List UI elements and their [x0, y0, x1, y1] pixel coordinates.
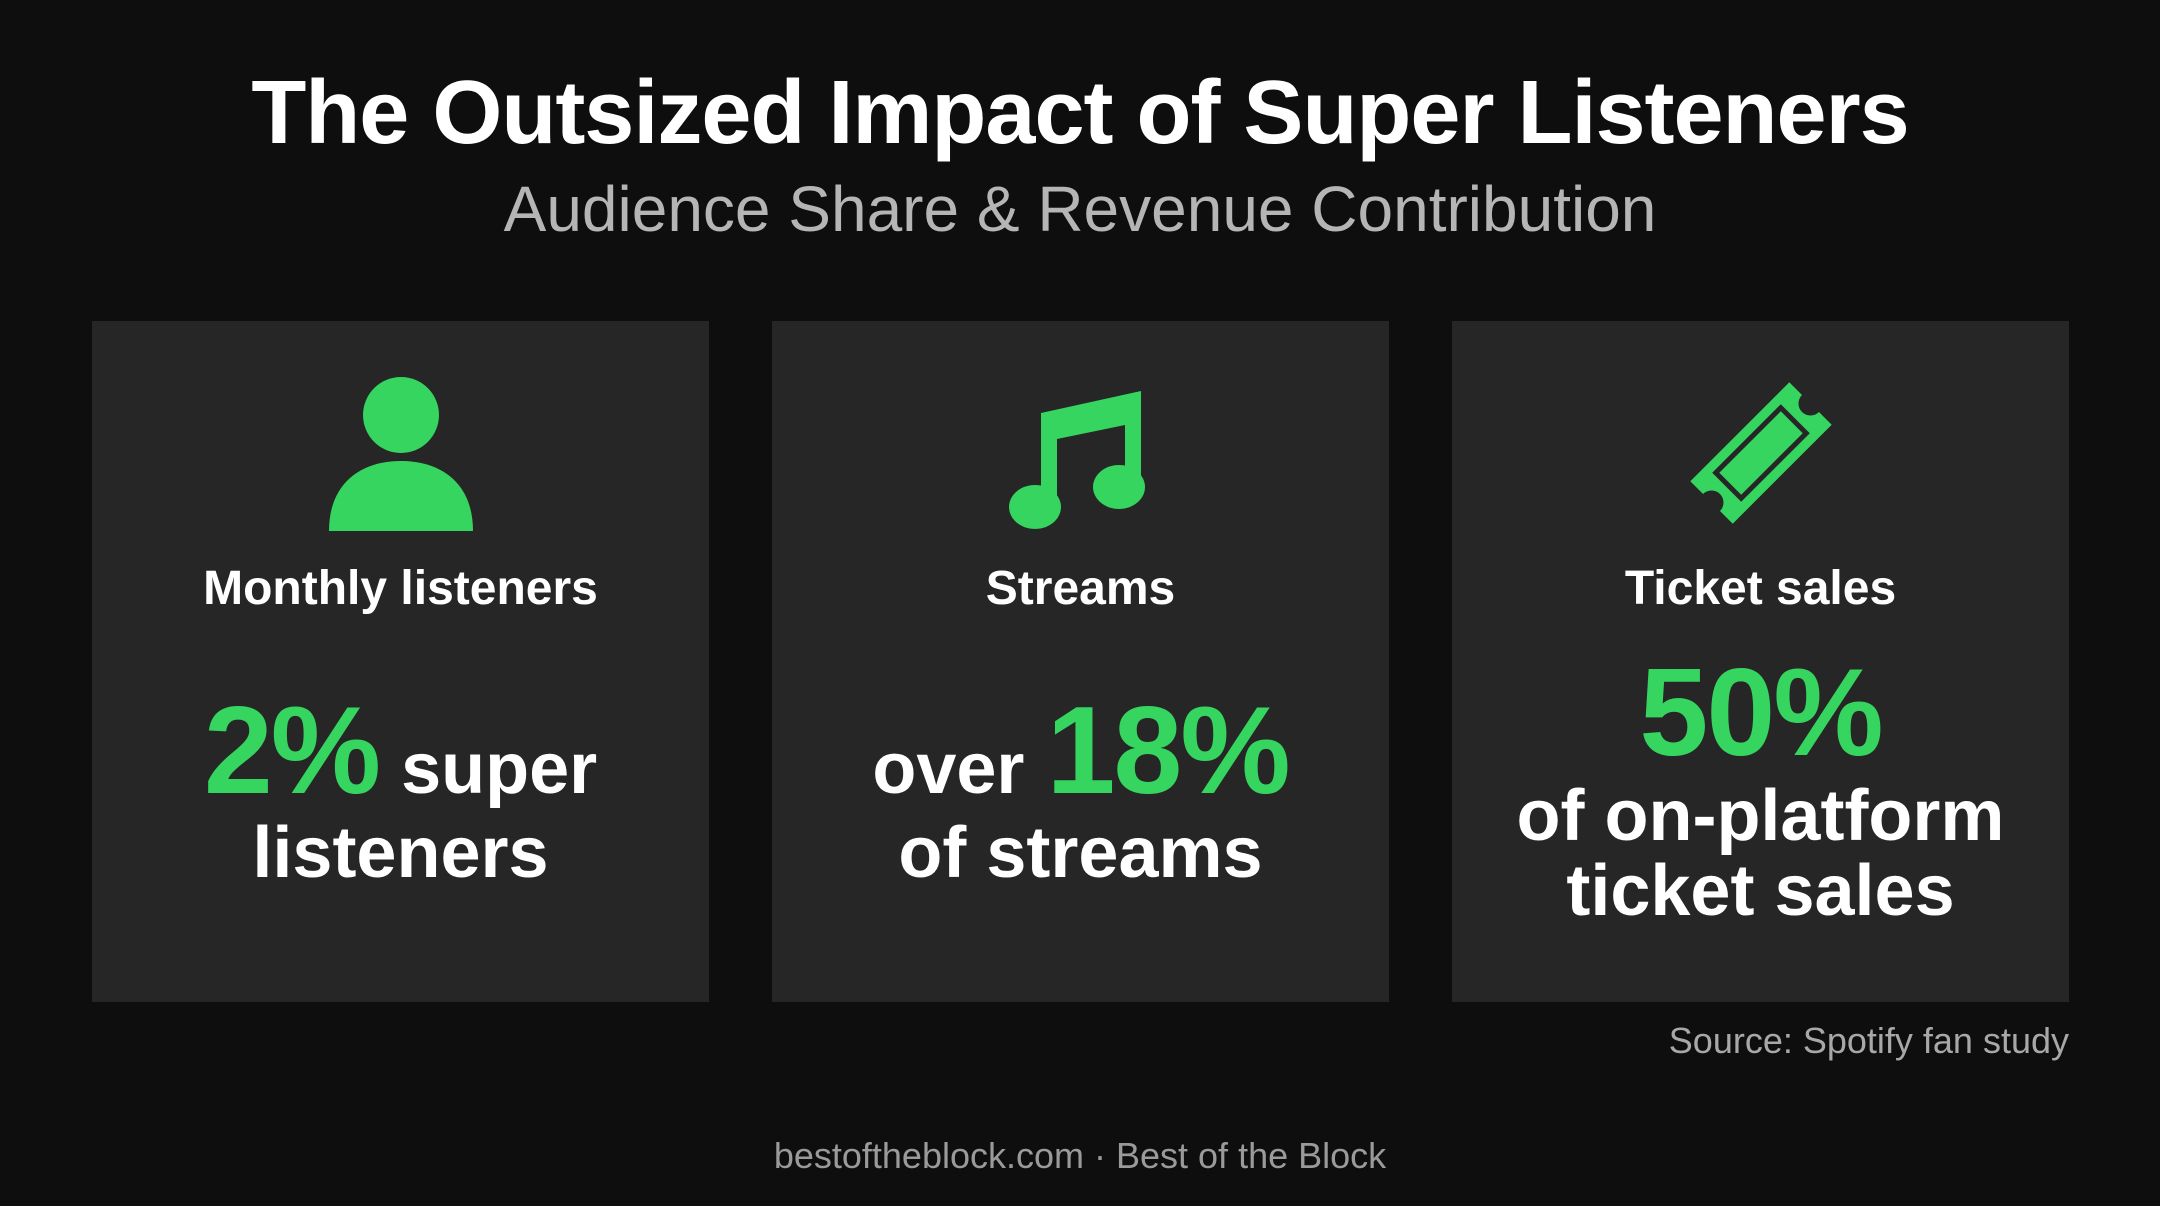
stat-text: of on-platform	[1516, 775, 2005, 856]
stat: 50% of on-platform ticket sales	[1517, 616, 2005, 1002]
stat-line: 2% super	[204, 686, 597, 816]
stat-line: 50%	[1639, 644, 1883, 783]
card: Monthly listeners 2% super listeners	[92, 321, 709, 1002]
stat-value: 50%	[1639, 644, 1883, 783]
music-icon	[1008, 391, 1145, 529]
stat-text: listeners	[252, 813, 549, 894]
stat-text: ticket sales	[1566, 851, 1955, 932]
card: Ticket sales 50% of on-platform ticket sal…	[1452, 321, 2069, 1002]
stat-line: ticket sales	[1566, 851, 1955, 932]
source: Source: Spotify fan study	[1668, 1020, 2069, 1061]
ticket-icon	[1689, 382, 1832, 524]
stat-text: over	[872, 729, 1025, 810]
stat-line: of on-platform	[1516, 775, 2005, 856]
card-label: Monthly listeners	[203, 562, 598, 615]
stat-line: of streams	[898, 816, 1262, 892]
stat-line: over 18%	[872, 682, 1290, 821]
stat: 2% super listeners	[204, 616, 597, 1002]
title: The Outsized Impact of Super Listeners	[251, 63, 1909, 163]
stat-value: 18%	[1046, 682, 1290, 821]
person-icon	[328, 377, 473, 531]
stat-text: of streams	[898, 813, 1263, 894]
stat-value: 2%	[203, 682, 381, 821]
card-label: Streams	[985, 562, 1176, 615]
subtitle: Audience Share & Revenue Contribution	[503, 173, 1657, 245]
card: Streams over 18% of streams	[772, 321, 1389, 1002]
card-label: Ticket sales	[1624, 562, 1897, 615]
stat: over 18% of streams	[872, 616, 1290, 1002]
footer: bestoftheblock.com · Best of the Block	[773, 1135, 1387, 1176]
stat-text: super	[401, 729, 598, 810]
stat-line: listeners	[252, 816, 548, 892]
